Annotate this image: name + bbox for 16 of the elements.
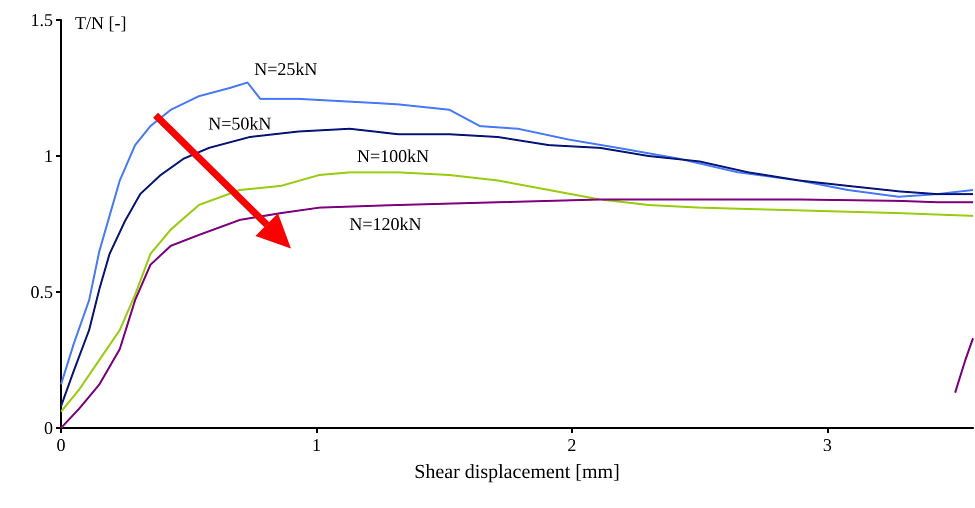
y-tick-label: 1.5 [30,10,53,30]
line-series [60,171,974,413]
x-tick-label: 3 [822,435,832,455]
y-axis-title: T/N [-] [75,13,126,33]
x-tick-label: 1 [312,435,321,455]
y-tick-label: 1 [44,146,53,166]
line-series [60,82,974,386]
x-tick-label: 0 [56,435,66,455]
series-label: N=100kN [357,146,430,166]
y-tick-label: 0.5 [30,282,53,302]
y-tick-label: 0 [44,418,53,438]
x-tick-label: 2 [567,435,576,455]
series-label: N=120kN [349,214,422,234]
series-label: N=50kN [208,113,272,134]
x-axis-title: Shear displacement [mm] [414,461,620,483]
series-label: N=25kN [254,58,318,79]
